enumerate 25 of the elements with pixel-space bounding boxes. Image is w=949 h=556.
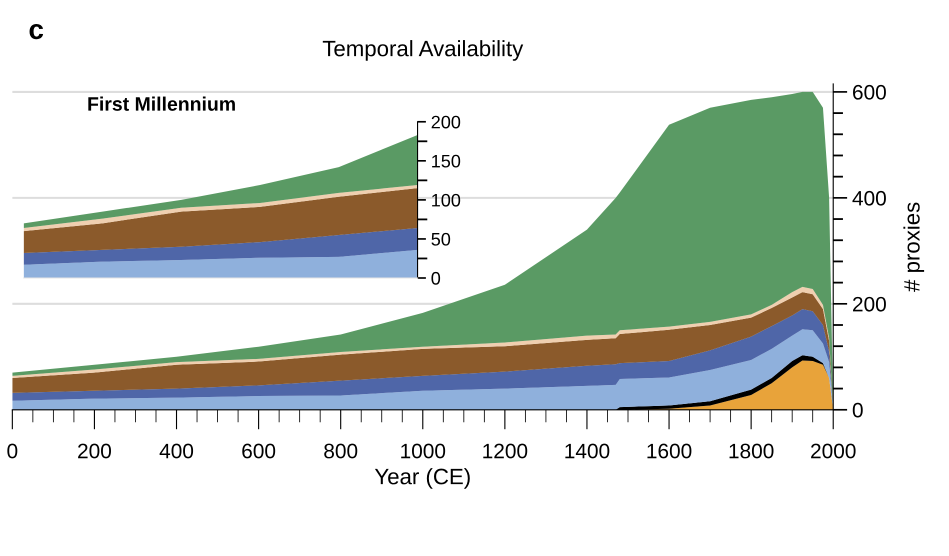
y-tick-label: 200 [432, 116, 460, 128]
y-tick-label: 0 [852, 402, 863, 418]
x-axis-title: Year (CE) [374, 468, 470, 489]
x-tick-label: 400 [160, 444, 194, 458]
y-tick-label: 100 [432, 194, 460, 207]
y-tick-label: 0 [431, 272, 440, 285]
y-tick-label: 150 [432, 154, 460, 168]
y-tick-label: 600 [853, 84, 886, 100]
y-tick-label: 400 [852, 190, 886, 206]
chart-title: Temporal Availability [322, 40, 524, 61]
x-tick-label: 0 [7, 444, 18, 458]
x-tick-label: 600 [242, 444, 276, 458]
x-tick-label: 1000 [401, 444, 446, 458]
text: c [30, 24, 44, 40]
x-tick-label: 200 [78, 444, 111, 458]
chart-title: First Millennium [88, 96, 235, 111]
x-tick-label: 1400 [565, 444, 610, 458]
x-tick-label: 800 [324, 444, 358, 458]
x-tick-label: 1600 [647, 444, 692, 458]
x-tick-label: 2000 [811, 444, 856, 458]
x-tick-label: 1800 [730, 444, 774, 458]
y-tick-label: 200 [853, 296, 886, 312]
y-axis-title: # proxies [903, 202, 924, 292]
x-tick-label: 1200 [483, 444, 528, 458]
y-tick-label: 50 [431, 232, 450, 246]
